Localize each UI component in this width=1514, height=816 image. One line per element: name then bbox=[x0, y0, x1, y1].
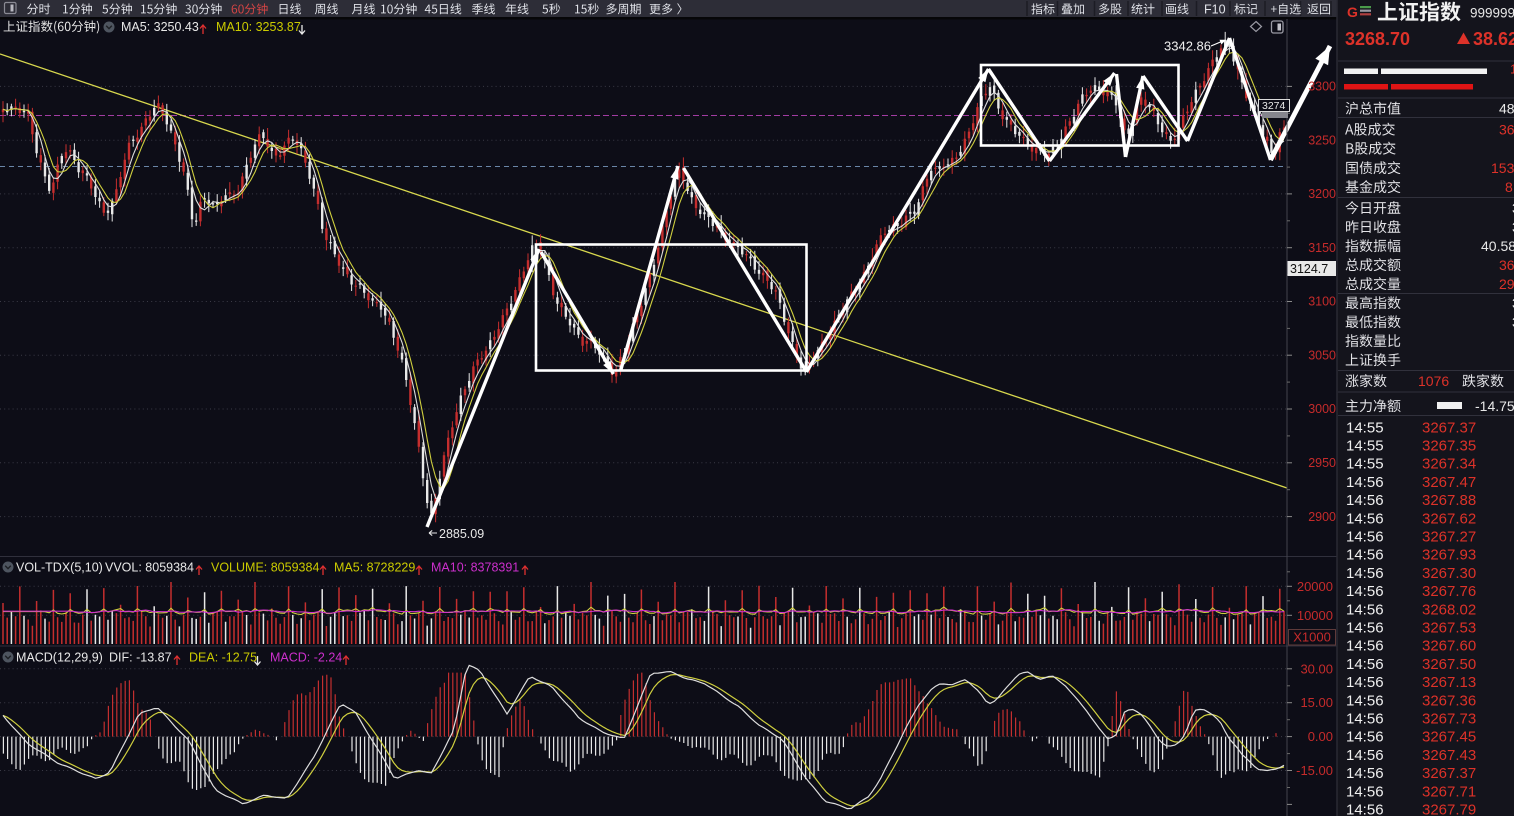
svg-text:3267.50: 3267.50 bbox=[1422, 656, 1476, 673]
svg-text:14:55: 14:55 bbox=[1346, 456, 1384, 473]
svg-text:MA5: 3250.43: MA5: 3250.43 bbox=[121, 20, 199, 34]
svg-text:3267.79: 3267.79 bbox=[1422, 802, 1476, 816]
svg-text:14:56: 14:56 bbox=[1346, 583, 1384, 600]
svg-text:3267.45: 3267.45 bbox=[1422, 729, 1476, 746]
svg-text:14:56: 14:56 bbox=[1346, 620, 1384, 637]
svg-text:3150: 3150 bbox=[1308, 241, 1336, 255]
svg-text:F10: F10 bbox=[1204, 2, 1226, 16]
svg-text:14:56: 14:56 bbox=[1346, 601, 1384, 618]
svg-text:999999: 999999 bbox=[1470, 6, 1514, 21]
svg-text:1076: 1076 bbox=[1418, 373, 1449, 389]
svg-text:14:56: 14:56 bbox=[1346, 492, 1384, 509]
svg-text:3300: 3300 bbox=[1308, 80, 1336, 94]
svg-text:14:55: 14:55 bbox=[1346, 438, 1384, 455]
svg-text:14:56: 14:56 bbox=[1346, 474, 1384, 491]
svg-text:X1000: X1000 bbox=[1293, 630, 1331, 645]
svg-text:2900: 2900 bbox=[1308, 510, 1336, 524]
svg-text:3100: 3100 bbox=[1308, 295, 1336, 309]
svg-text:8: 8 bbox=[1505, 179, 1513, 195]
svg-text:3200: 3200 bbox=[1308, 187, 1336, 201]
svg-text:-14.75: -14.75 bbox=[1475, 398, 1514, 414]
svg-text:VOLUME: 8059384: VOLUME: 8059384 bbox=[211, 561, 319, 575]
svg-text:3267.76: 3267.76 bbox=[1422, 583, 1476, 600]
svg-text:3274: 3274 bbox=[1262, 100, 1286, 112]
svg-text:VOL-TDX(5,10): VOL-TDX(5,10) bbox=[16, 561, 103, 575]
svg-text:3267.37: 3267.37 bbox=[1422, 765, 1476, 782]
svg-text:38.62: 38.62 bbox=[1473, 29, 1514, 49]
svg-text:32: 32 bbox=[1512, 219, 1514, 235]
svg-text:3124.7: 3124.7 bbox=[1290, 262, 1328, 276]
svg-text:3267.71: 3267.71 bbox=[1422, 783, 1476, 800]
svg-text:MACD(12,29,9): MACD(12,29,9) bbox=[16, 651, 103, 665]
svg-text:14:56: 14:56 bbox=[1346, 529, 1384, 546]
svg-text:MA10: 8378391: MA10: 8378391 bbox=[431, 561, 519, 575]
svg-text:32: 32 bbox=[1512, 200, 1514, 216]
svg-text:15.00: 15.00 bbox=[1300, 695, 1333, 710]
svg-text:3050: 3050 bbox=[1308, 348, 1336, 362]
svg-text:DIF: -13.87: DIF: -13.87 bbox=[109, 651, 172, 665]
svg-text:14:56: 14:56 bbox=[1346, 747, 1384, 764]
svg-text:3267.30: 3267.30 bbox=[1422, 565, 1476, 582]
svg-text:DEA: -12.75: DEA: -12.75 bbox=[189, 651, 257, 665]
svg-text:14:56: 14:56 bbox=[1346, 729, 1384, 746]
svg-text:32: 32 bbox=[1512, 295, 1514, 311]
svg-text:10000: 10000 bbox=[1297, 608, 1333, 623]
svg-text:3268.70: 3268.70 bbox=[1345, 29, 1410, 49]
svg-text:2950: 2950 bbox=[1308, 456, 1336, 470]
svg-text:3267.93: 3267.93 bbox=[1422, 547, 1476, 564]
svg-text:14:55: 14:55 bbox=[1346, 419, 1384, 436]
svg-text:2885.09: 2885.09 bbox=[439, 527, 484, 541]
svg-text:3267.53: 3267.53 bbox=[1422, 620, 1476, 637]
svg-text:0.00: 0.00 bbox=[1308, 729, 1333, 744]
svg-text:3267.60: 3267.60 bbox=[1422, 638, 1476, 655]
svg-text:14:56: 14:56 bbox=[1346, 638, 1384, 655]
svg-text:36: 36 bbox=[1499, 257, 1514, 273]
svg-text:MA10: 3253.87: MA10: 3253.87 bbox=[216, 20, 301, 34]
svg-text:3267.13: 3267.13 bbox=[1422, 674, 1476, 691]
svg-text:32: 32 bbox=[1512, 314, 1514, 330]
svg-text:48: 48 bbox=[1499, 101, 1514, 117]
svg-text:14:56: 14:56 bbox=[1346, 692, 1384, 709]
svg-text:14:56: 14:56 bbox=[1346, 547, 1384, 564]
svg-text:3267.88: 3267.88 bbox=[1422, 492, 1476, 509]
svg-text:3000: 3000 bbox=[1308, 402, 1336, 416]
svg-text:30.00: 30.00 bbox=[1300, 661, 1333, 676]
svg-text:3267.34: 3267.34 bbox=[1422, 456, 1476, 473]
svg-text:14:56: 14:56 bbox=[1346, 510, 1384, 527]
svg-text:3268.02: 3268.02 bbox=[1422, 601, 1476, 618]
svg-text:29: 29 bbox=[1499, 276, 1514, 292]
svg-text:MACD: -2.24: MACD: -2.24 bbox=[270, 651, 342, 665]
svg-text:14:56: 14:56 bbox=[1346, 765, 1384, 782]
svg-text:20000: 20000 bbox=[1297, 579, 1333, 594]
svg-text:1: 1 bbox=[1510, 62, 1514, 77]
svg-text:3267.47: 3267.47 bbox=[1422, 474, 1476, 491]
svg-text:14:56: 14:56 bbox=[1346, 711, 1384, 728]
svg-text:G: G bbox=[1347, 4, 1358, 20]
svg-text:3267.35: 3267.35 bbox=[1422, 438, 1476, 455]
svg-text:14:56: 14:56 bbox=[1346, 802, 1384, 816]
svg-text:14:56: 14:56 bbox=[1346, 783, 1384, 800]
svg-text:153: 153 bbox=[1491, 160, 1514, 176]
svg-text:14:56: 14:56 bbox=[1346, 674, 1384, 691]
svg-text:3267.36: 3267.36 bbox=[1422, 692, 1476, 709]
svg-text:40.58: 40.58 bbox=[1481, 238, 1514, 254]
svg-text:3267.43: 3267.43 bbox=[1422, 747, 1476, 764]
svg-text:14:56: 14:56 bbox=[1346, 656, 1384, 673]
svg-text:VVOL: 8059384: VVOL: 8059384 bbox=[105, 561, 194, 575]
svg-text:3250: 3250 bbox=[1308, 133, 1336, 147]
svg-text:3267.27: 3267.27 bbox=[1422, 529, 1476, 546]
svg-text:3267.62: 3267.62 bbox=[1422, 510, 1476, 527]
svg-text:-15.00: -15.00 bbox=[1296, 763, 1333, 778]
svg-text:36: 36 bbox=[1499, 122, 1514, 138]
svg-text:14:56: 14:56 bbox=[1346, 565, 1384, 582]
svg-text:3267.37: 3267.37 bbox=[1422, 419, 1476, 436]
svg-text:3342.86: 3342.86 bbox=[1164, 39, 1211, 54]
svg-text:3267.73: 3267.73 bbox=[1422, 711, 1476, 728]
svg-text:MA5: 8728229: MA5: 8728229 bbox=[334, 561, 415, 575]
